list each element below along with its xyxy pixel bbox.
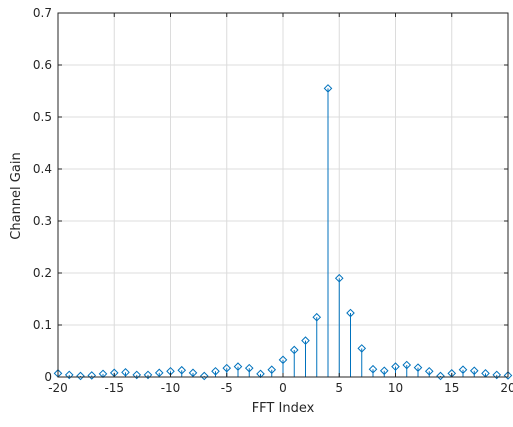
stem-marker xyxy=(143,370,153,380)
y-tick-label: 0.3 xyxy=(33,214,52,228)
stem-marker xyxy=(312,312,322,322)
stem-marker xyxy=(244,363,254,373)
stem-marker xyxy=(132,370,142,380)
stem-marker xyxy=(87,371,97,380)
x-tick-label: -15 xyxy=(104,381,124,395)
y-tick-label: 0.5 xyxy=(33,110,52,124)
grid-lines xyxy=(57,12,509,378)
stem-marker xyxy=(267,365,277,375)
y-tick-label: 0.6 xyxy=(33,58,52,72)
stem-marker xyxy=(289,345,299,355)
y-axis-label: Channel Gain xyxy=(9,152,24,239)
stem-marker xyxy=(413,363,423,372)
stem-marker xyxy=(76,371,85,381)
stem-marker xyxy=(458,365,468,375)
stem-marker xyxy=(278,355,288,365)
y-tick-label: 0.4 xyxy=(33,162,52,176)
x-axis-label: FFT Index xyxy=(252,401,315,416)
stem-marker xyxy=(323,84,333,93)
x-tick-label: -10 xyxy=(161,381,181,395)
stem-marker xyxy=(121,368,130,377)
stem-marker xyxy=(177,365,187,375)
stem-marker xyxy=(211,366,220,376)
y-tick-label: 0.2 xyxy=(33,266,52,280)
stem-marker xyxy=(368,364,378,374)
stem-marker xyxy=(301,336,310,345)
stem-marker xyxy=(188,368,198,378)
tick-labels: -20 -15 -10 -5 0 5 10 15 20 0 0.1 0.2 0.3 0.4 0.5 0.6 0.… xyxy=(33,6,513,395)
stem-marker xyxy=(334,273,344,283)
x-tick-label: -20 xyxy=(48,381,68,395)
stem-marker xyxy=(503,371,513,380)
stem-marker xyxy=(346,308,355,318)
stem-marker xyxy=(64,370,74,380)
stem-series xyxy=(53,84,513,381)
stem-marker xyxy=(492,370,502,380)
y-tick-label: 0.1 xyxy=(33,318,52,332)
x-tick-label: -5 xyxy=(221,381,233,395)
stem-marker xyxy=(436,371,445,381)
stem-marker xyxy=(469,366,479,376)
x-tick-label: 15 xyxy=(444,381,459,395)
stem-marker xyxy=(233,362,243,371)
axes xyxy=(57,12,509,378)
stem-marker xyxy=(222,363,232,373)
x-tick-label: 10 xyxy=(388,381,403,395)
stem-marker xyxy=(154,368,164,378)
stem-marker xyxy=(199,371,209,381)
stem-marker xyxy=(424,366,434,376)
stem-marker xyxy=(402,360,412,370)
x-tick-label: 20 xyxy=(500,381,513,395)
x-tick-label: 0 xyxy=(279,381,287,395)
x-tick-label: 5 xyxy=(335,381,343,395)
stem-marker xyxy=(391,362,400,371)
y-tick-label: 0 xyxy=(44,370,52,384)
y-tick-label: 0.7 xyxy=(33,6,52,20)
stem-marker xyxy=(379,366,389,376)
stem-marker xyxy=(357,344,367,353)
